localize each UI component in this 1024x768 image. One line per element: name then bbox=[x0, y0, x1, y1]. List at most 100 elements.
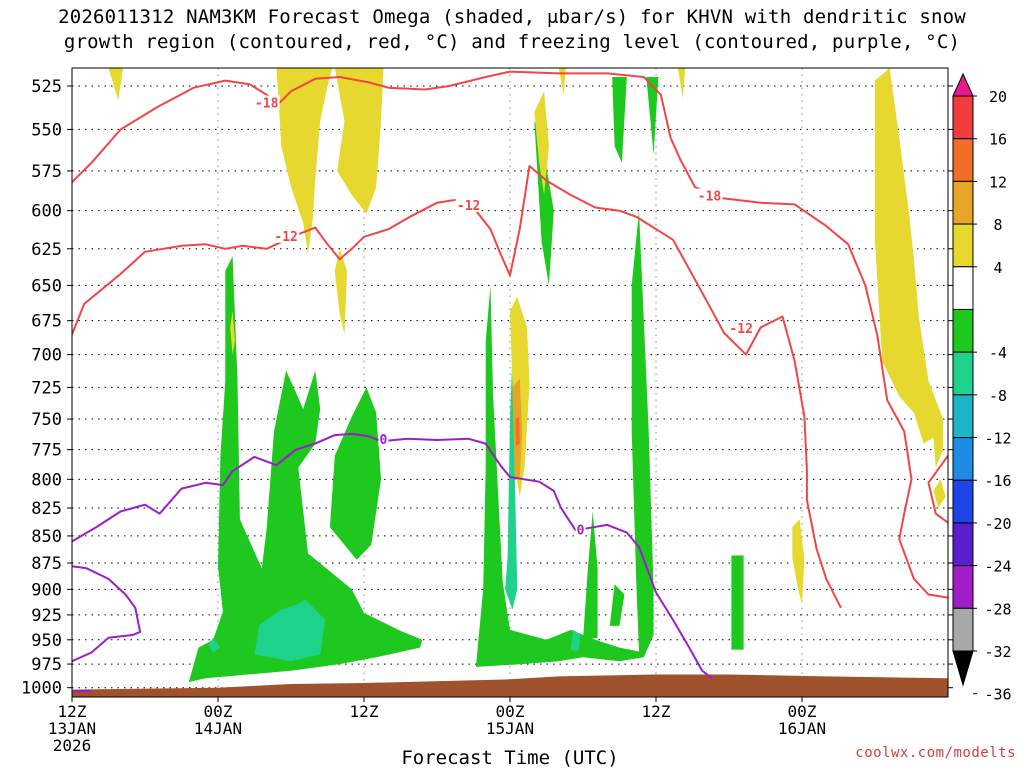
colorbar-bin bbox=[952, 138, 974, 182]
y-tick-label: 625 bbox=[31, 240, 62, 260]
y-tick-label: 525 bbox=[31, 77, 62, 97]
colorbar-label: 20 bbox=[989, 88, 1007, 106]
x-tick-label: 16JAN bbox=[778, 719, 826, 738]
contour-label: -18 bbox=[698, 190, 722, 205]
y-tick-label: 900 bbox=[31, 580, 62, 600]
omega-shaded-region bbox=[534, 91, 549, 195]
contour-label: 0 bbox=[380, 433, 388, 448]
colorbar-bottom-arrow bbox=[952, 650, 974, 687]
omega-shaded-region bbox=[933, 479, 946, 509]
x-tick-label: 15JAN bbox=[486, 719, 534, 738]
colorbar-label: 16 bbox=[989, 131, 1007, 149]
y-tick-label: 800 bbox=[31, 470, 62, 490]
colorbar-label: -36 bbox=[984, 686, 1011, 704]
contour-label: 0 bbox=[577, 523, 585, 538]
omega-shaded-region bbox=[475, 210, 654, 667]
contour-line bbox=[72, 565, 142, 663]
contour-label-bg bbox=[455, 197, 482, 212]
contour-label-bg bbox=[273, 228, 300, 243]
y-tick-label: 925 bbox=[31, 606, 62, 626]
plot-content: -18 -12 -12 -18 -12 0 0 bbox=[72, 68, 948, 697]
contour-label: -12 bbox=[729, 322, 752, 337]
omega-shaded-region bbox=[505, 354, 518, 610]
omega-shaded-region bbox=[792, 519, 805, 605]
colorbar-bin bbox=[952, 479, 974, 524]
y-tick-label: 725 bbox=[31, 378, 62, 398]
contour-label: -12 bbox=[274, 230, 297, 245]
colorbar-label: -32 bbox=[984, 643, 1011, 661]
x-tick-label: 14JAN bbox=[194, 719, 242, 738]
colorbar-label: -28 bbox=[984, 600, 1011, 618]
colorbar: 20 16 12 8 4 -4 -8 -12 -16 -20 -24 -28 -32 -36 bbox=[952, 72, 1012, 704]
contour-line bbox=[72, 70, 948, 599]
x-tick-label: 12Z bbox=[350, 702, 379, 721]
colorbar-bin bbox=[952, 522, 974, 567]
colorbar-label: -8 bbox=[989, 387, 1007, 405]
y-tick-label: 575 bbox=[31, 162, 62, 182]
y-tick-label: 550 bbox=[31, 120, 62, 140]
omega-shaded-region bbox=[677, 68, 686, 99]
colorbar-label: 8 bbox=[993, 216, 1002, 234]
y-tick-label: 750 bbox=[31, 410, 62, 430]
y-tick-label: 950 bbox=[31, 631, 62, 651]
omega-shaded-region bbox=[108, 68, 124, 101]
omega-shaded-region bbox=[875, 68, 944, 468]
omega-shaded-region bbox=[570, 629, 581, 652]
x-tick-label: 00Z bbox=[788, 702, 817, 721]
omega-shaded-region bbox=[731, 555, 744, 650]
contour-label: -12 bbox=[457, 199, 480, 214]
x-tick-label: 12Z bbox=[642, 702, 671, 721]
colorbar-label: 4 bbox=[993, 259, 1002, 277]
y-tick-label: 850 bbox=[31, 527, 62, 547]
omega-shaded-region bbox=[583, 511, 598, 640]
y-tick-label: 875 bbox=[31, 554, 62, 574]
x-axis-label: Forecast Time (UTC) bbox=[401, 747, 618, 768]
chart-title-line-2: growth region (contoured, red, °C) and f… bbox=[63, 31, 961, 53]
contour-label-bg bbox=[696, 188, 723, 203]
y-tick-label: 1000 bbox=[21, 679, 62, 699]
omega-shaded-region bbox=[254, 599, 326, 662]
contour-label-bg bbox=[378, 431, 389, 446]
y-tick-label: 675 bbox=[31, 312, 62, 332]
colorbar-label: -4 bbox=[989, 344, 1007, 362]
colorbar-top-arrow bbox=[952, 72, 974, 97]
omega-shaded-region bbox=[646, 77, 659, 155]
colorbar-bin bbox=[952, 180, 974, 225]
omega-shaded-region bbox=[515, 416, 520, 446]
omega-shaded-region bbox=[329, 387, 381, 560]
omega-shaded-region bbox=[208, 637, 221, 653]
omega-shaded-region bbox=[558, 68, 566, 95]
ground-terrain bbox=[72, 674, 948, 697]
y-tick-label: 600 bbox=[31, 202, 62, 222]
contour-label-bg bbox=[728, 320, 755, 335]
colorbar-bin bbox=[952, 223, 974, 268]
contour-label: -18 bbox=[255, 97, 279, 112]
plot-area: -18 -12 -12 -18 -12 0 0 bbox=[72, 68, 948, 697]
colorbar-bin bbox=[952, 266, 974, 310]
omega-shaded-region bbox=[334, 248, 347, 335]
x-tick-label: 12Z bbox=[58, 702, 87, 721]
axes: 525 550 575 600 625 650 675 700 725 750 775 800 825 8… bbox=[21, 67, 953, 755]
omega-shaded-region bbox=[276, 68, 333, 254]
contour-label-bg bbox=[575, 522, 586, 537]
omega-shaded-region bbox=[188, 256, 423, 683]
y-tick-label: 775 bbox=[31, 441, 62, 461]
colorbar-bin bbox=[952, 394, 974, 439]
colorbar-bin bbox=[952, 565, 974, 609]
contour-line bbox=[72, 165, 842, 609]
credit-text[interactable]: coolwx.com/modelts bbox=[855, 745, 1016, 761]
colorbar-label: -20 bbox=[984, 515, 1011, 533]
colorbar-bin bbox=[952, 308, 974, 353]
y-tick-label: 700 bbox=[31, 346, 62, 366]
colorbar-label: -12 bbox=[984, 430, 1011, 448]
colorbar-bin bbox=[952, 95, 974, 140]
y-tick-label: 650 bbox=[31, 276, 62, 296]
colorbar-bin bbox=[952, 607, 974, 652]
omega-shaded-region bbox=[230, 310, 235, 355]
colorbar-bin bbox=[952, 351, 974, 396]
omega-shaded-region bbox=[612, 77, 627, 163]
chart-title-line-1: 2026011312 NAM3KM Forecast Omega (shaded… bbox=[58, 6, 966, 28]
colorbar-label: -16 bbox=[984, 472, 1011, 490]
contour-line bbox=[72, 689, 92, 693]
